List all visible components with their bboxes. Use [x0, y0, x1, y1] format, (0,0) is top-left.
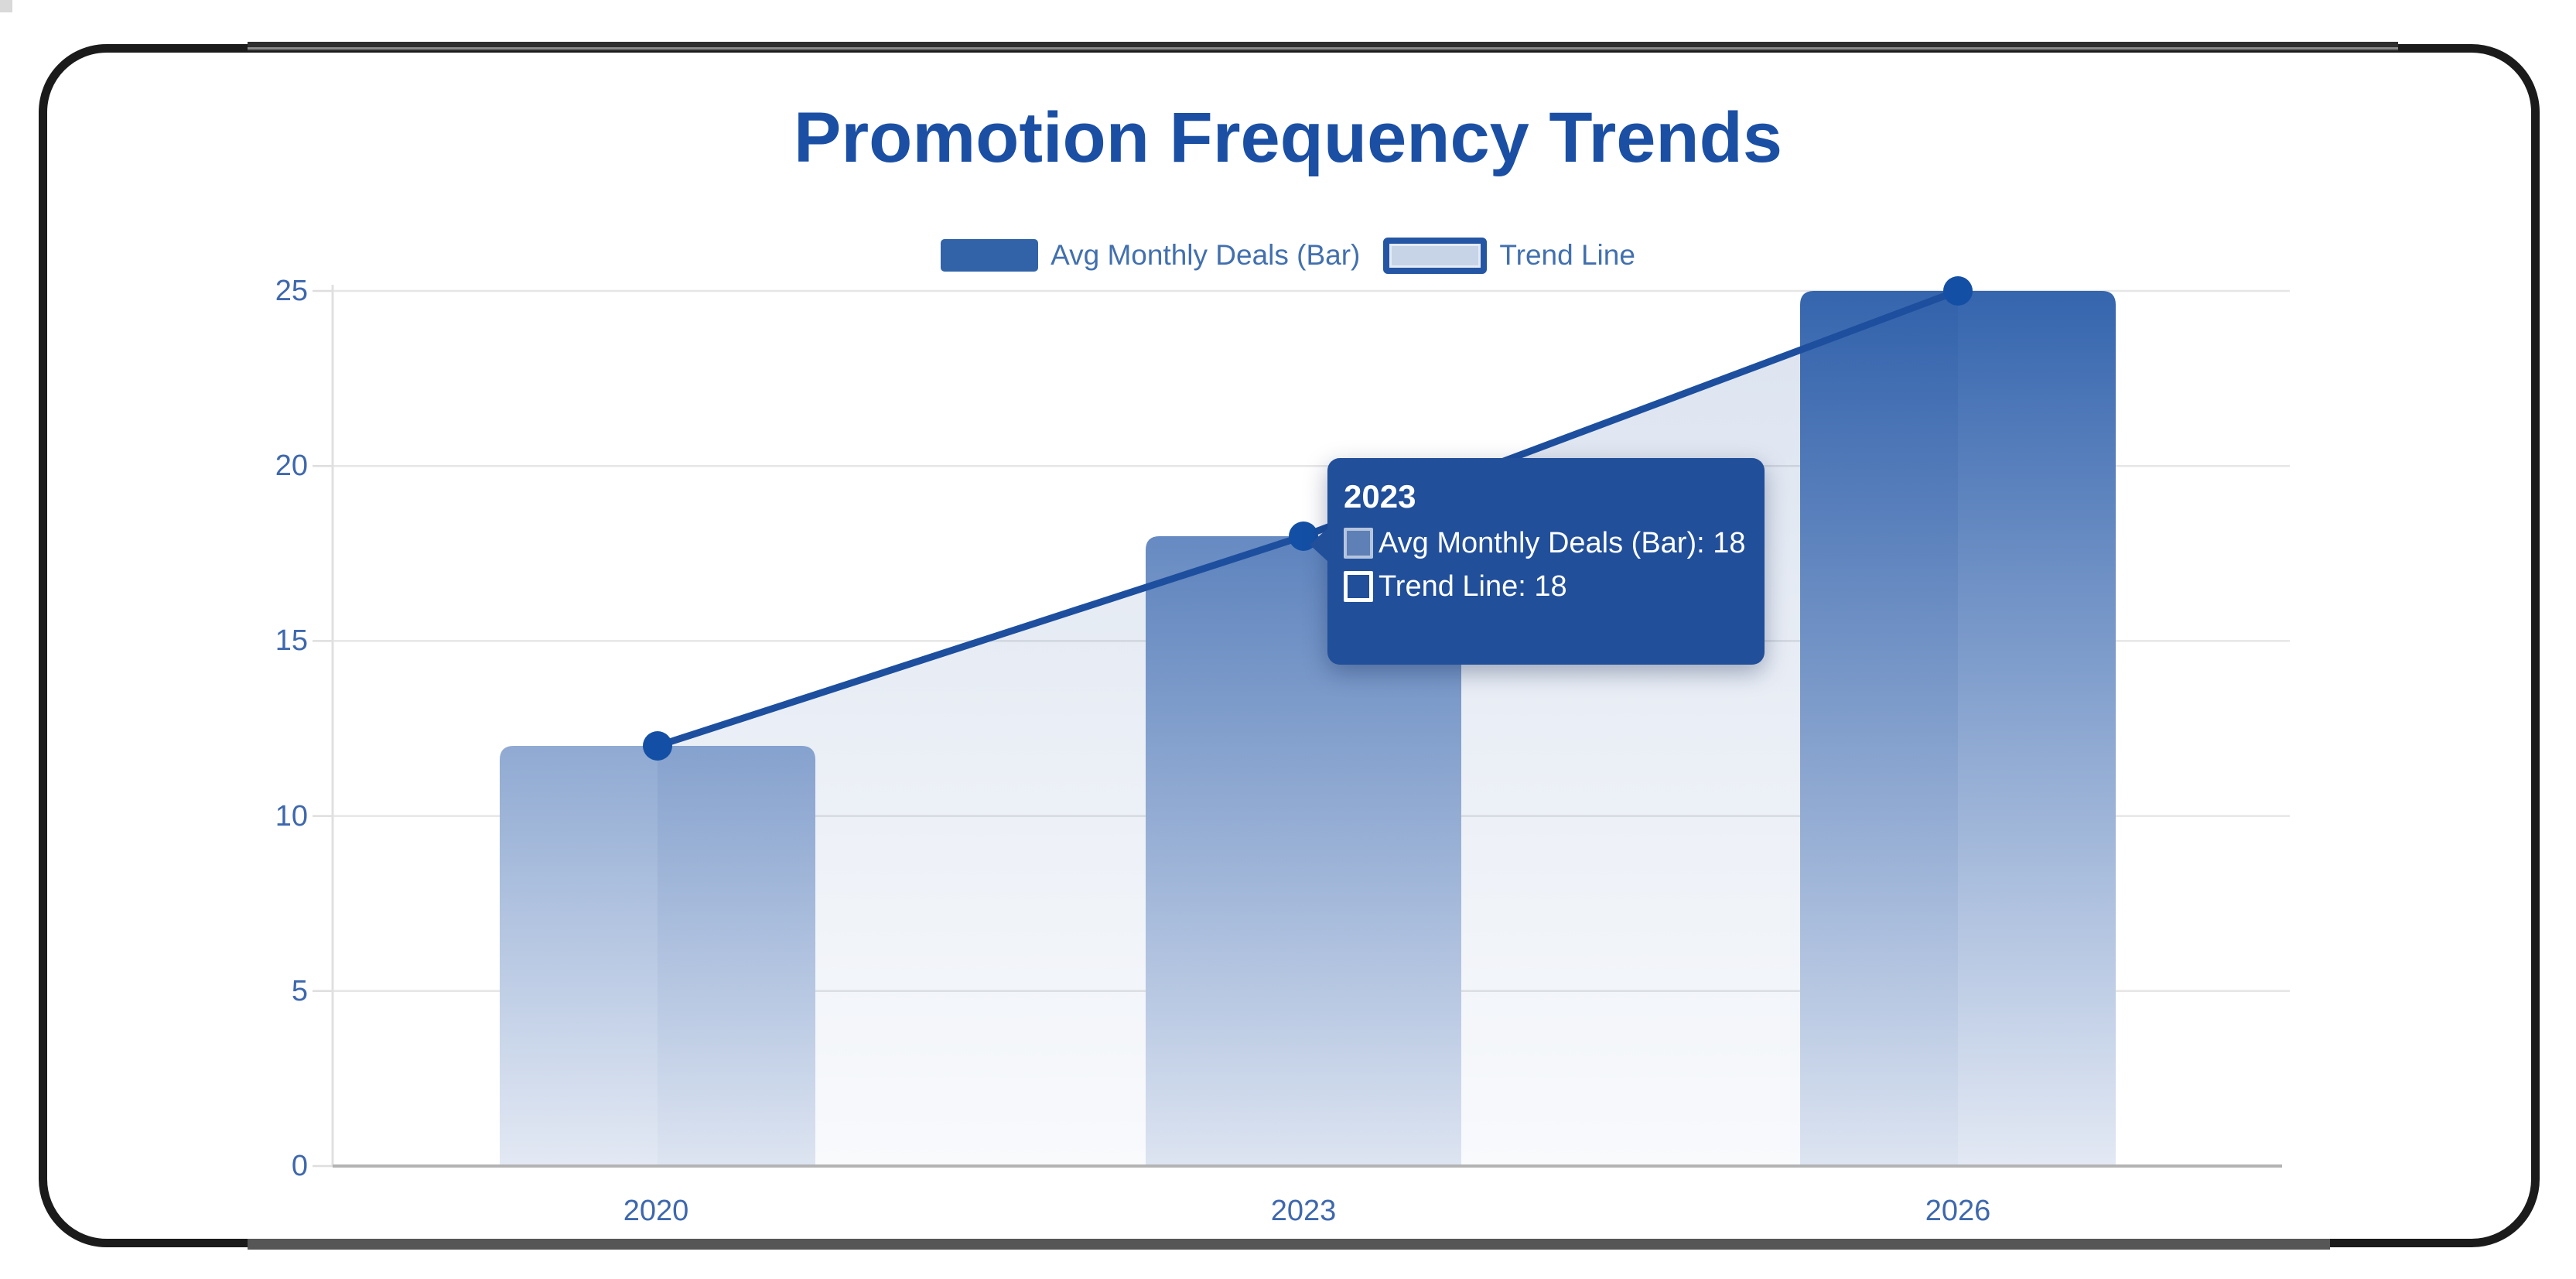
- legend-item-trend[interactable]: Trend Line: [1383, 237, 1635, 274]
- chart-title: Promotion Frequency Trends: [794, 98, 1782, 177]
- y-axis-label-10: 10: [275, 800, 308, 833]
- tooltip-bar-text: Avg Monthly Deals (Bar): 18: [1379, 527, 1746, 559]
- y-axis-label-25: 25: [275, 275, 308, 307]
- trend-area: [658, 291, 1958, 1166]
- legend-swatch-trend-icon: [1383, 237, 1488, 274]
- x-axis-label-2020: 2020: [623, 1195, 689, 1227]
- tooltip: 2023 Avg Monthly Deals (Bar): 18 Trend L…: [1310, 458, 1765, 665]
- legend-label-trend: Trend Line: [1499, 239, 1635, 271]
- tooltip-bar-swatch-icon: [1344, 528, 1373, 559]
- frame-bottom-strip: [248, 1239, 2330, 1250]
- frame-top-hairline: [248, 47, 2398, 50]
- tooltip-row-bar: Avg Monthly Deals (Bar): 18: [1344, 526, 1746, 560]
- legend-item-bar[interactable]: Avg Monthly Deals (Bar): [941, 238, 1360, 272]
- x-axis-label-2023: 2023: [1270, 1195, 1337, 1227]
- legend-swatch-bar-icon: [941, 239, 1039, 272]
- legend: Avg Monthly Deals (Bar) Trend Line: [0, 234, 2576, 277]
- tooltip-arrow-icon: [1310, 528, 1328, 562]
- tooltip-trend-text: Trend Line: 18: [1379, 570, 1567, 603]
- y-axis-label-5: 5: [291, 975, 308, 1007]
- y-axis-label-20: 20: [275, 450, 308, 482]
- y-axis-label-0: 0: [291, 1150, 308, 1182]
- point-2026[interactable]: [1943, 276, 1973, 306]
- y-axis-label-15: 15: [275, 624, 308, 657]
- legend-label-bar: Avg Monthly Deals (Bar): [1051, 239, 1361, 271]
- y-axis-ticks: [313, 289, 333, 1168]
- point-2020[interactable]: [643, 731, 672, 761]
- tooltip-trend-swatch-icon: [1344, 571, 1373, 602]
- tooltip-row-trend: Trend Line: 18: [1344, 569, 1746, 604]
- corner-pixel-artifact: [0, 0, 12, 12]
- tooltip-header: 2023: [1344, 478, 1416, 515]
- x-axis-label-2026: 2026: [1925, 1195, 1991, 1227]
